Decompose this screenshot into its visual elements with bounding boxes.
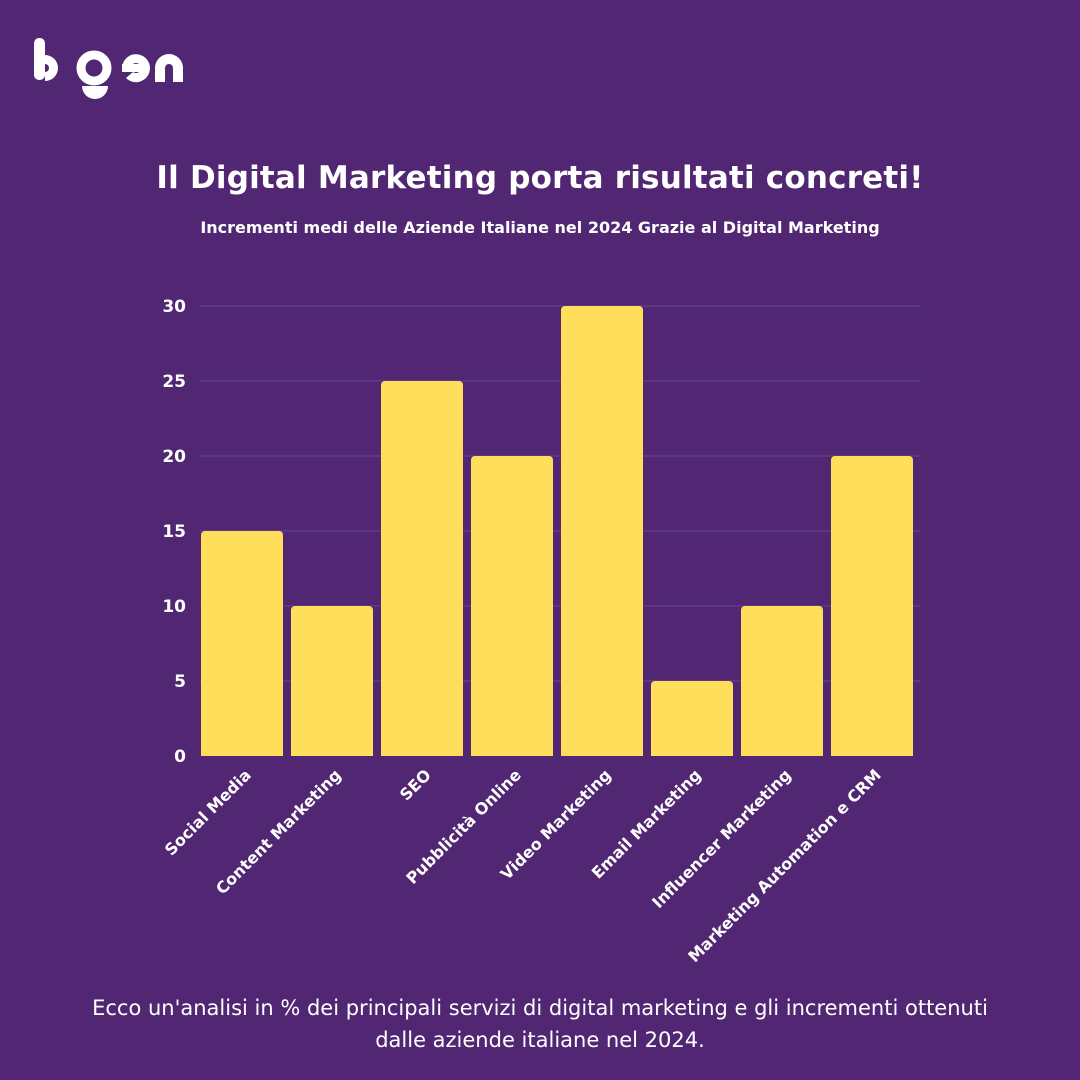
y-tick-label: 0: [174, 747, 186, 767]
bar: [741, 606, 823, 756]
bar: [651, 681, 733, 756]
y-tick-label: 20: [162, 447, 186, 467]
bar-base: [471, 750, 553, 756]
y-tick-label: 10: [162, 597, 186, 617]
y-tick-label: 5: [174, 672, 186, 692]
bar: [471, 456, 553, 756]
bar: [831, 456, 913, 756]
brand-logo: [34, 38, 183, 99]
bar-base: [651, 750, 733, 756]
y-tick-label: 15: [162, 522, 186, 542]
bar: [201, 531, 283, 756]
x-tick-label: Marketing Automation e CRM: [684, 765, 885, 966]
bar: [561, 306, 643, 756]
bar-base: [741, 750, 823, 756]
bar: [381, 381, 463, 756]
bar-base: [381, 750, 463, 756]
bar-base: [291, 750, 373, 756]
bar-base: [561, 750, 643, 756]
x-tick-label: Social Media: [161, 765, 255, 859]
footer-caption: Ecco un'analisi in % dei principali serv…: [92, 996, 988, 1052]
x-tick-label: SEO: [396, 765, 435, 804]
y-tick-label: 25: [162, 372, 186, 392]
chart-subtitle: Incrementi medi delle Aziende Italiane n…: [200, 218, 880, 237]
bar: [291, 606, 373, 756]
chart-title: Il Digital Marketing porta risultati con…: [156, 160, 924, 196]
bar-base: [201, 750, 283, 756]
bar-base: [831, 750, 913, 756]
y-tick-label: 30: [162, 297, 186, 317]
